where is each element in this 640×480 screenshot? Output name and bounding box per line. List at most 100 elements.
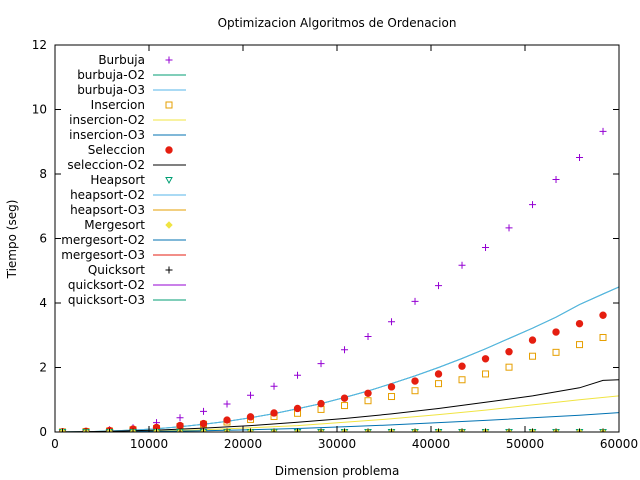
legend-label: Mergesort <box>84 218 145 232</box>
y-tick-label: 4 <box>39 296 47 310</box>
legend-label: Burbuja <box>98 53 145 67</box>
data-point <box>364 389 372 397</box>
legend-label: quicksort-O3 <box>68 293 145 307</box>
data-point <box>294 371 302 379</box>
legend-label: mergesort-O2 <box>61 233 145 247</box>
legend-entry: burbuja-O3 <box>77 83 186 97</box>
data-point <box>200 407 208 415</box>
plot-background <box>55 45 619 432</box>
legend-label: Heapsort <box>90 173 145 187</box>
data-point <box>458 362 466 370</box>
data-point <box>435 428 443 432</box>
legend-marker <box>165 56 173 64</box>
data-point <box>364 333 372 341</box>
data-point <box>529 428 537 432</box>
legend-label: Quicksort <box>88 263 145 277</box>
data-point <box>129 428 137 432</box>
plot-area <box>55 45 619 432</box>
data-point <box>317 360 325 368</box>
data-point <box>411 387 419 395</box>
data-point <box>481 355 490 363</box>
legend-label: insercion-O2 <box>69 113 145 127</box>
data-point <box>552 348 560 356</box>
legend-entry: quicksort-O2 <box>68 278 186 292</box>
x-tick-label: 20000 <box>224 437 262 451</box>
legend-entry: heapsort-O3 <box>70 203 186 217</box>
data-point <box>576 341 584 349</box>
data-point <box>294 428 302 432</box>
legend-label: Seleccion <box>88 143 145 157</box>
legend-entry: quicksort-O3 <box>68 293 186 307</box>
data-point <box>458 428 466 432</box>
data-point <box>247 391 255 399</box>
data-point <box>599 428 607 432</box>
data-point <box>340 394 349 402</box>
data-point <box>270 428 278 432</box>
data-point <box>59 428 67 432</box>
legend-entry: insercion-O3 <box>69 128 186 142</box>
data-point <box>387 383 396 391</box>
series-quicksort <box>59 428 607 432</box>
data-point <box>505 363 513 371</box>
data-point <box>270 382 278 390</box>
data-point <box>599 311 607 319</box>
legend-entry: mergesort-O3 <box>61 248 186 262</box>
data-point <box>82 428 90 432</box>
legend-label: heapsort-O2 <box>70 188 145 202</box>
legend-marker <box>165 221 173 229</box>
data-point <box>341 428 349 432</box>
legend-label: mergesort-O3 <box>61 248 145 262</box>
legend-entry: mergesort-O2 <box>61 233 186 247</box>
y-tick-label: 6 <box>39 232 47 246</box>
data-point <box>223 416 231 424</box>
legend-label: insercion-O3 <box>69 128 145 142</box>
legend-entry: Insercion <box>91 98 173 112</box>
y-axis-label: Tiempo (seg) <box>5 200 19 280</box>
legend-entry: Heapsort <box>90 173 173 187</box>
data-point <box>341 402 349 410</box>
data-point <box>576 428 584 432</box>
data-point <box>435 282 443 290</box>
data-point <box>529 352 537 360</box>
legend-entry: insercion-O2 <box>69 113 186 127</box>
y-tick-label: 10 <box>32 103 47 117</box>
series-layer <box>58 127 619 432</box>
x-tick-label: 50000 <box>506 437 544 451</box>
data-point <box>482 428 490 432</box>
x-tick-label: 40000 <box>412 437 450 451</box>
data-point <box>599 127 607 135</box>
data-point <box>411 428 419 432</box>
data-point <box>364 428 372 432</box>
legend-label: Insercion <box>91 98 145 112</box>
x-tick-label: 0 <box>51 437 59 451</box>
data-point <box>599 334 607 342</box>
x-axis-label: Dimension problema <box>275 464 400 478</box>
data-point <box>247 428 255 432</box>
data-point <box>552 328 560 336</box>
data-point <box>176 414 184 422</box>
data-point <box>505 347 513 356</box>
legend-marker <box>165 266 173 274</box>
data-point <box>246 413 255 421</box>
legend-entry: Mergesort <box>84 218 173 232</box>
legend-entry: heapsort-O2 <box>70 188 186 202</box>
chart-title: Optimizacion Algoritmos de Ordenacion <box>218 16 457 30</box>
data-point <box>223 400 231 408</box>
data-point <box>200 428 208 432</box>
data-point <box>505 224 513 232</box>
series-seleccion-o2 <box>62 379 619 432</box>
x-tick-label: 30000 <box>318 437 356 451</box>
legend-marker <box>165 177 173 185</box>
data-point <box>388 393 396 401</box>
y-tick-label: 12 <box>32 38 47 52</box>
data-point <box>576 154 584 162</box>
data-point <box>458 376 466 384</box>
legend-entry: seleccion-O2 <box>67 158 186 172</box>
data-point <box>388 318 396 326</box>
data-point <box>364 397 372 405</box>
data-point <box>317 428 325 432</box>
data-point <box>199 419 208 428</box>
legend-label: heapsort-O3 <box>70 203 145 217</box>
data-point <box>435 380 443 388</box>
